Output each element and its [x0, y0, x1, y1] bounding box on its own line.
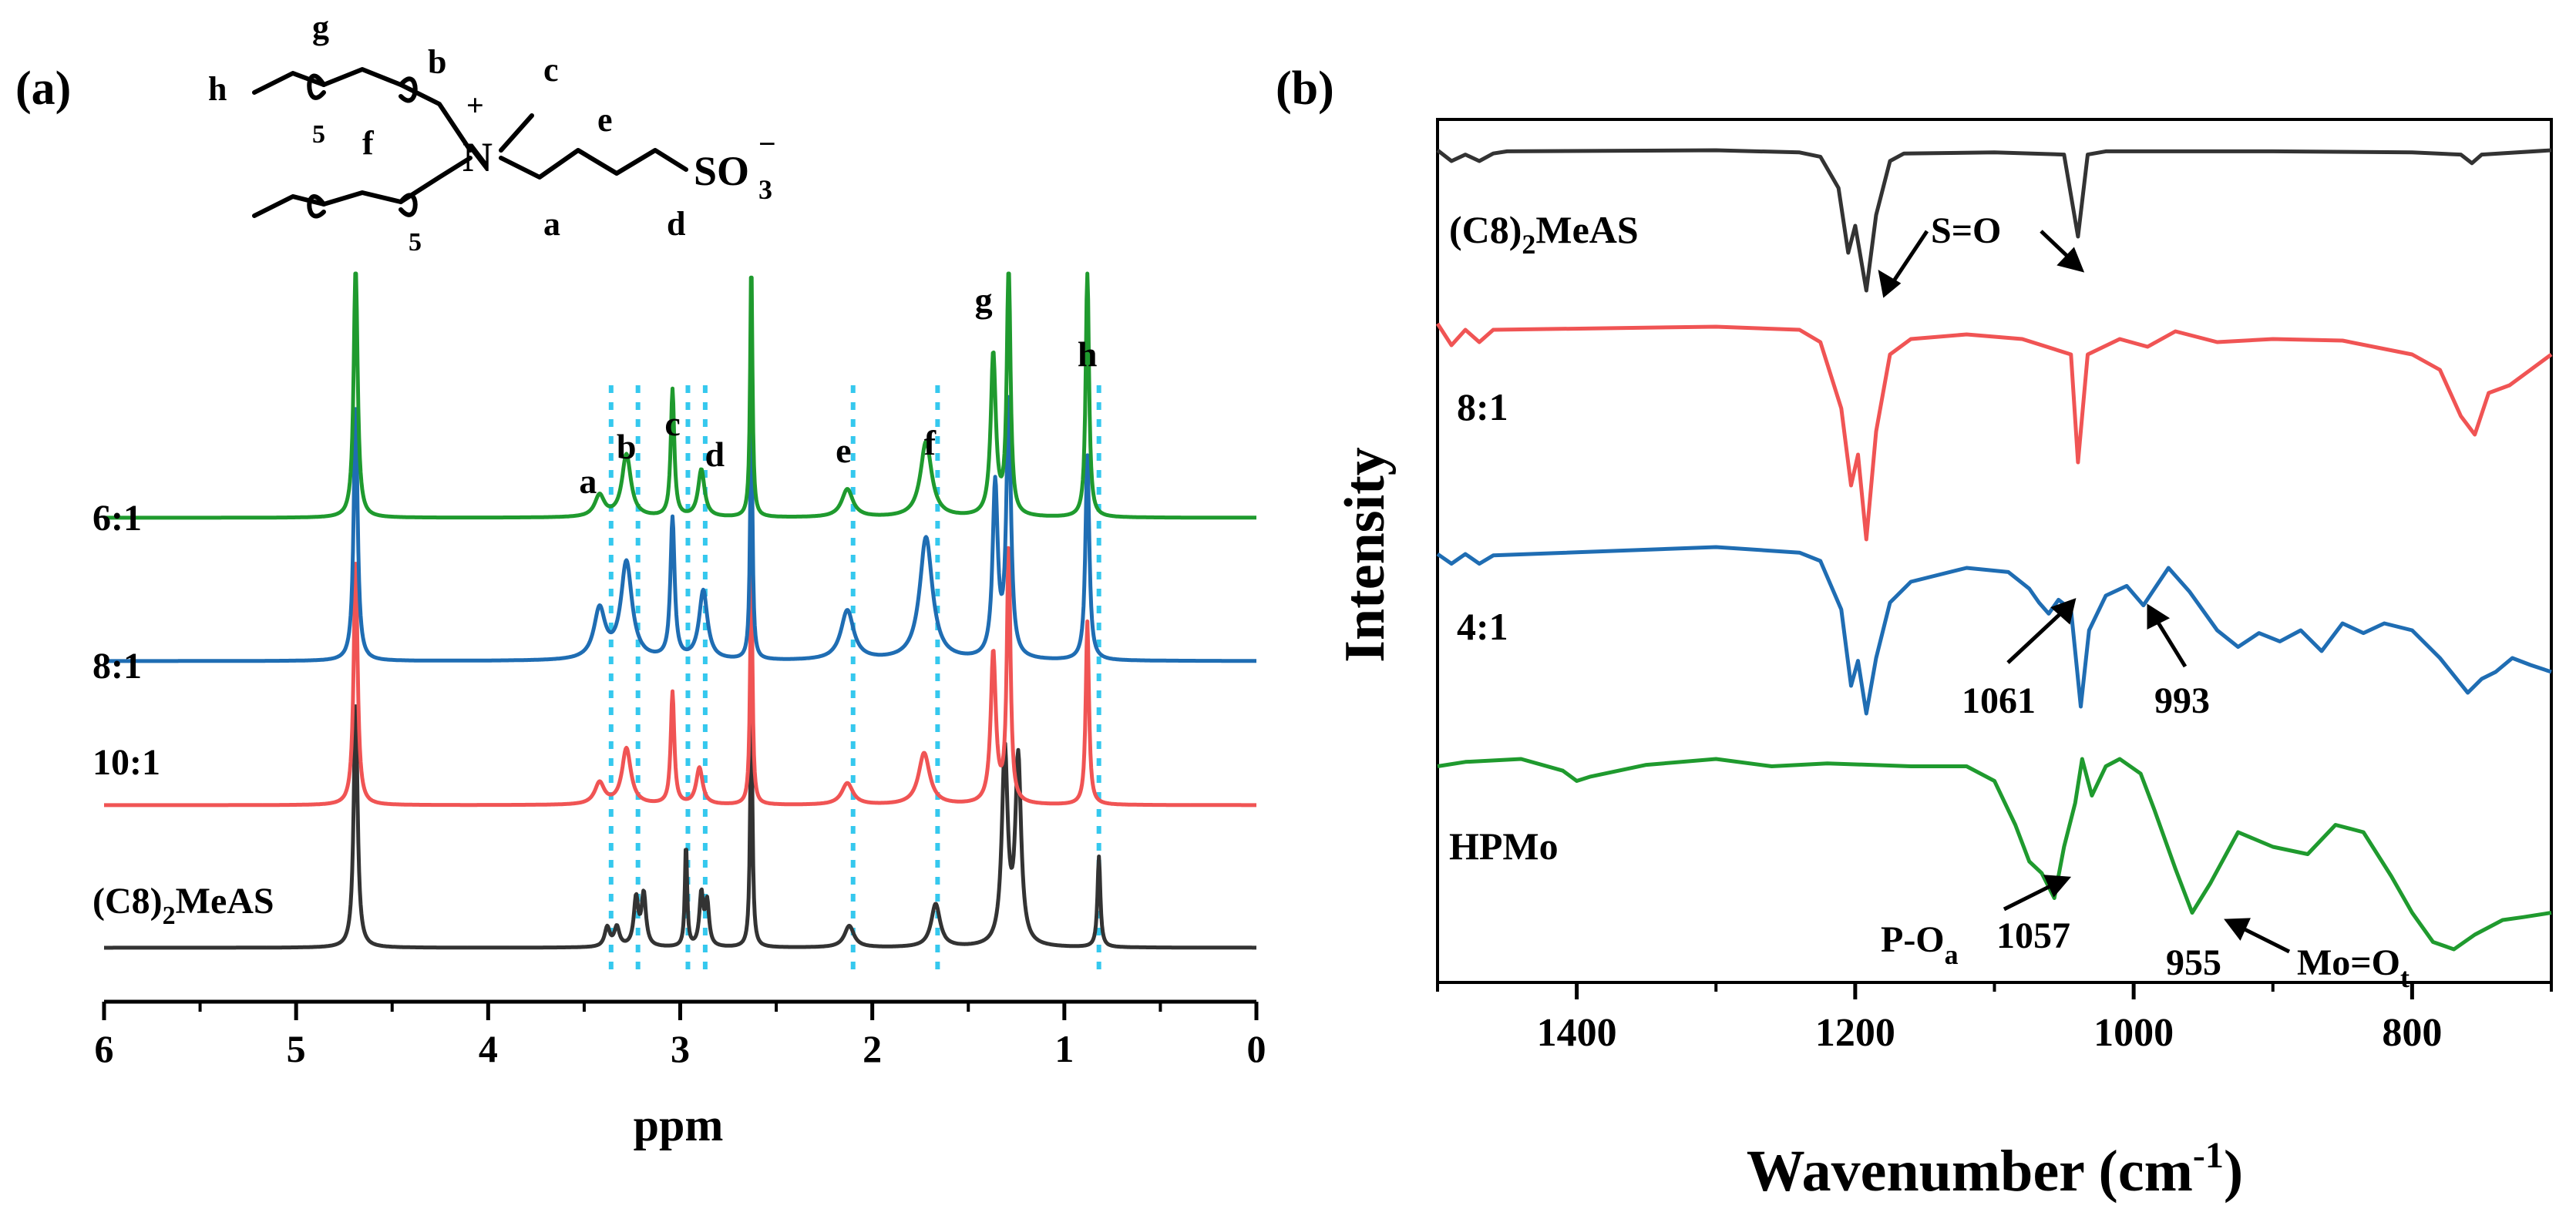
- arrow-s-o-right-head: [2056, 247, 2085, 273]
- ir-series-2: [1436, 545, 2552, 716]
- chain-lower-paren-left: [307, 194, 326, 219]
- ir-legend-c8-mease: (C8)2MeAS: [1449, 208, 1639, 260]
- nmr-tick-label-4: 4: [479, 1027, 498, 1070]
- nmr-legend-c8-mease: (C8)2MeAS: [92, 881, 274, 930]
- structure-subscript-5-upper: 5: [312, 120, 325, 149]
- nmr-series-2: [103, 395, 1258, 663]
- nmr-x-axis: 6 5 4 3 2 1 0: [95, 999, 1266, 1070]
- chain-lower-left: [252, 194, 326, 218]
- ir-annotation-arrows: [1878, 230, 2291, 954]
- chain-lower: [321, 156, 472, 207]
- nmr-legend-8-1: 8:1: [92, 646, 142, 687]
- structure-label-d: d: [667, 205, 685, 243]
- nmr-tick-label-5: 5: [287, 1027, 306, 1070]
- ir-series-1: [1435, 322, 2553, 542]
- nmr-spectra: [103, 271, 1258, 950]
- structure-label-b: b: [428, 43, 446, 81]
- nmr-reference-lines: [608, 385, 1101, 971]
- panel-label-b: (b): [1276, 62, 1334, 115]
- ir-tick-label-800: 800: [2382, 1011, 2442, 1055]
- chain-upper: [321, 67, 472, 153]
- ir-series-3: [1437, 757, 2552, 952]
- ir-x-axis-label: Wavenumber (cm-1): [1747, 1135, 2243, 1204]
- ir-legend: (C8)2MeAS 8:1 4:1 HPMo: [1449, 208, 1639, 868]
- ir-spectra: [1435, 148, 2553, 952]
- nmr-tick-label-6: 6: [95, 1027, 114, 1070]
- chain-upper-left: [252, 71, 326, 95]
- arrow-955-head: [2224, 918, 2251, 941]
- nmr-tick-label-2: 2: [863, 1027, 882, 1070]
- propyl-chain: [499, 148, 688, 180]
- nmr-tick-label-3: 3: [671, 1027, 690, 1070]
- ir-legend-hpmo: HPMo: [1449, 824, 1559, 868]
- structure-label-c: c: [543, 51, 559, 89]
- arrow-s-o-left-head: [1878, 270, 1902, 298]
- arrow-s-o-left: [1888, 230, 1929, 288]
- nmr-series-3: [103, 271, 1258, 520]
- ir-annotations: S=O 1061 993 P-Oa 1057 955 Mo=Ot: [1881, 210, 2410, 993]
- ir-annotation-1061: 1061: [1962, 680, 2036, 721]
- ir-legend-4-1: 4:1: [1457, 605, 1508, 648]
- methyl-bond: [499, 113, 534, 153]
- nmr-peak-label-a: a: [579, 462, 597, 501]
- nmr-peak-label-g: g: [975, 280, 993, 320]
- arrow-993-head: [2147, 603, 2171, 630]
- nmr-peak-label-h: h: [1078, 334, 1098, 374]
- structure-label-a: a: [543, 205, 560, 243]
- nmr-legend-10-1: 10:1: [92, 742, 160, 783]
- arrow-1057-head: [2043, 875, 2072, 898]
- nmr-peak-label-f: f: [924, 423, 937, 462]
- nmr-peak-label-b: b: [617, 427, 637, 466]
- ir-annotation-mo-o: Mo=Ot: [2297, 942, 2410, 993]
- ir-series-0: [1436, 148, 2552, 293]
- ir-y-axis-label: Intensity: [1333, 447, 1397, 663]
- panel-label-a: (a): [15, 62, 71, 115]
- arrow-993: [2152, 615, 2188, 668]
- nmr-legend: 6:1 8:1 10:1 (C8)2MeAS: [92, 498, 274, 930]
- ir-x-axis: 1400 1200 1000 800: [1436, 982, 2553, 1055]
- ir-annotation-p-o: P-Oa: [1881, 919, 1959, 970]
- molecular-structure: [252, 67, 688, 219]
- structure-labels: h g b c e f 5 5 a d + N SO 3 −: [208, 8, 776, 257]
- arrow-1061-head: [2050, 598, 2077, 625]
- structure-label-f: f: [362, 124, 375, 162]
- ir-tick-label-1400: 1400: [1537, 1011, 1617, 1055]
- nmr-series-1: [103, 546, 1258, 808]
- nmr-peak-label-c: c: [664, 404, 680, 443]
- structure-sulfonate-sub: 3: [758, 174, 772, 205]
- arrow-1061: [2006, 607, 2067, 664]
- nmr-peak-label-e: e: [836, 431, 851, 470]
- ir-annotation-s-o: S=O: [1931, 210, 2001, 251]
- nmr-peak-label-d: d: [705, 435, 725, 474]
- nmr-legend-6-1: 6:1: [92, 498, 142, 539]
- ir-tick-label-1000: 1000: [2093, 1011, 2174, 1055]
- nmr-tick-label-1: 1: [1054, 1027, 1074, 1070]
- ir-annotation-1057: 1057: [1996, 915, 2070, 956]
- structure-label-e: e: [597, 101, 613, 139]
- nmr-tick-label-0: 0: [1247, 1027, 1266, 1070]
- structure-label-g: g: [312, 8, 329, 46]
- ir-tick-label-1200: 1200: [1815, 1011, 1895, 1055]
- ir-annotation-993: 993: [2154, 680, 2210, 721]
- chain-upper-paren-left: [307, 73, 326, 100]
- nmr-series-0: [103, 704, 1258, 950]
- structure-nitrogen: N: [462, 134, 493, 180]
- chain-lower-paren-right: [399, 193, 418, 217]
- nmr-x-axis-label: ppm: [634, 1100, 724, 1150]
- chain-upper-paren-right: [399, 76, 418, 103]
- structure-charge-plus: +: [466, 88, 484, 123]
- structure-sulfonate: SO: [694, 148, 749, 194]
- ir-legend-8-1: 8:1: [1457, 385, 1508, 428]
- structure-label-h: h: [208, 70, 227, 108]
- ir-annotation-955: 955: [2166, 942, 2221, 983]
- structure-subscript-5-lower: 5: [409, 228, 422, 257]
- structure-sulfonate-charge: −: [758, 126, 776, 161]
